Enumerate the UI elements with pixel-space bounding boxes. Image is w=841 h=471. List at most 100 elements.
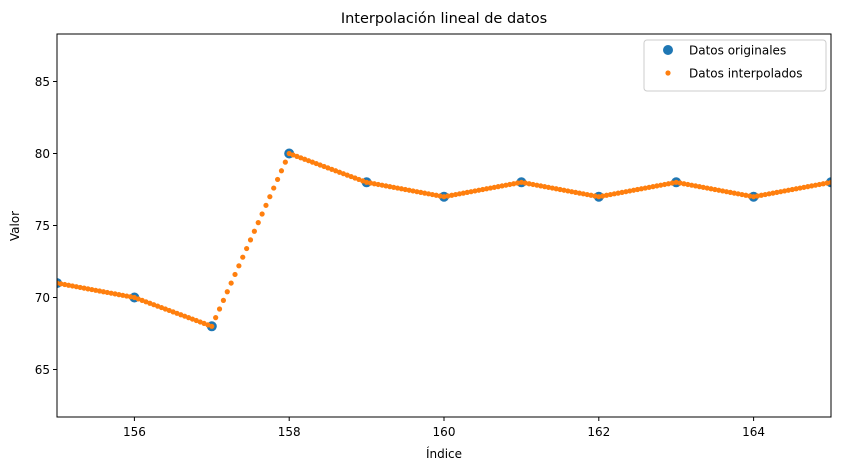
interpolated-point [704,185,710,191]
interpolated-point [809,183,815,189]
interpolated-point [696,184,703,190]
y-tick-label: 80 [35,147,50,161]
interpolated-point [410,188,416,194]
legend-label-interpolated: Datos interpolados [689,67,803,81]
interpolated-point [712,186,718,193]
interpolated-point [731,190,737,196]
interpolated-point [220,297,227,303]
interpolated-point [391,184,397,190]
interpolated-point [116,292,122,298]
interpolated-point [751,194,757,200]
interpolated-point [224,289,230,295]
x-axis: 156 158 160 162 164 [123,417,765,439]
interpolated-point [104,289,110,296]
interpolated-point [460,190,466,196]
interpolated-point [274,176,281,183]
interpolated-point [480,186,486,193]
interpolated-point [487,185,494,191]
interpolated-point [805,184,811,190]
interpolated-point [658,182,664,188]
interpolated-point [580,191,586,197]
interpolated-point [247,237,254,243]
interpolated-point [627,188,633,194]
interpolated-point [820,181,826,187]
interpolated-point [785,187,792,193]
interpolated-point [766,191,772,197]
interpolated-point [255,220,261,226]
interpolated-point [271,185,277,191]
interpolated-point [453,191,459,198]
interpolated-point [642,185,648,191]
interpolated-point [112,291,118,297]
interpolated-point [576,190,583,196]
x-tick-label: 162 [587,425,610,439]
interpolated-point [689,182,695,188]
interpolated-point [267,194,273,200]
interpolated-point [483,186,490,192]
interpolated-point [530,181,536,188]
interpolated-point [692,183,699,189]
interpolated-point [770,190,776,196]
legend-label-original: Datos originales [689,44,786,58]
y-tick-label: 65 [35,363,50,377]
interpolated-point [592,193,598,199]
interpolated-point [778,189,784,195]
x-tick-label: 160 [433,425,456,439]
interpolated-point [685,181,691,188]
interpolated-point [681,181,687,187]
interpolated-point [801,184,807,190]
interpolated-point [549,185,555,191]
interpolated-point [418,189,424,195]
interpolated-point [557,186,563,193]
interpolated-point [661,181,668,188]
interpolated-point [700,184,706,190]
interpolated-point [603,192,610,198]
interpolated-point [816,181,822,188]
interpolated-point [747,193,753,199]
legend-marker-original [663,45,673,55]
interpolated-point [665,181,672,187]
interpolated-point [650,184,656,190]
interpolated-point [398,186,405,192]
legend-box [643,39,827,92]
interpolated-point [244,245,250,252]
interpolated-point [584,191,590,198]
interpolated-point [797,185,803,191]
interpolated-point [495,184,501,190]
interpolated-point [93,287,99,293]
interpolated-point [534,182,540,188]
interpolated-point [73,284,79,290]
interpolated-point [542,184,548,190]
interpolated-point [561,187,567,193]
y-tick-label: 85 [35,75,50,89]
interpolated-point [793,186,799,192]
x-axis-label: Índice [426,446,462,461]
interpolated-point [69,283,76,289]
interpolated-point [282,159,288,165]
interpolated-point [673,179,679,185]
interpolated-point [278,168,285,174]
interpolated-point [716,187,722,193]
interpolated-point [120,292,126,298]
interpolated-point [216,306,223,312]
interpolated-point [127,294,134,300]
interpolated-point [774,189,780,195]
interpolated-point [456,191,463,197]
interpolated-point [468,189,474,195]
interpolated-point [259,211,265,217]
interpolated-point [228,280,234,286]
interpolated-point [739,191,745,198]
interpolated-point [600,193,606,199]
interpolated-point [727,189,733,195]
interpolated-point [789,186,795,193]
interpolated-point [124,293,130,299]
interpolated-point [100,289,107,295]
interpolated-point [522,180,528,186]
interpolated-point [631,187,637,193]
plot-area [56,33,832,418]
interpolated-point [58,281,64,287]
interpolated-point [464,189,470,195]
interpolated-point [379,182,385,188]
legend-marker-interpolated [665,70,671,76]
